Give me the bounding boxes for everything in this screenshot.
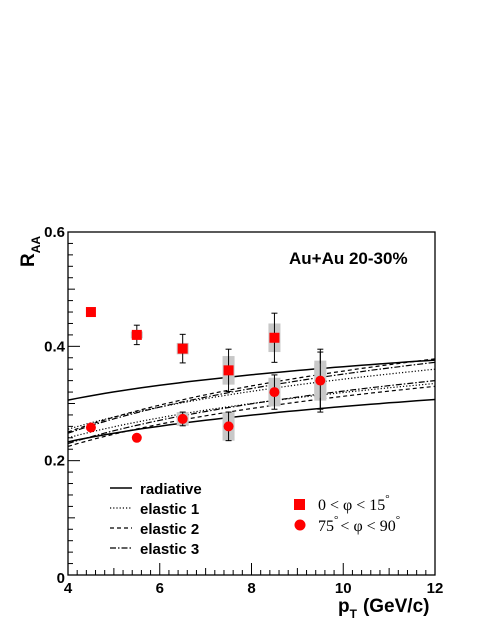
legend-text-part: < [367, 518, 376, 535]
legend-label-radiative: radiative [140, 481, 202, 498]
elastic-1-upper-curve [67, 368, 436, 430]
y-tick-label: 0.6 [44, 224, 65, 241]
circle-data-point [223, 421, 234, 432]
svg-text:RAA: RAA [18, 236, 43, 267]
legend-text-part: < [356, 497, 365, 514]
square-data-point [223, 365, 234, 376]
circle-data-point [269, 387, 280, 398]
elastic-2-lower-curve [67, 385, 436, 447]
x-axis-title: pT (GeV/c) [338, 596, 429, 621]
centrality-annotation: Au+Au 20-30% [289, 249, 408, 268]
legend-label-in-plane: 0 < φ <15° [318, 493, 390, 514]
circle-data-point [85, 422, 96, 433]
legend-text-part: φ [353, 518, 362, 535]
x-tick-label: 12 [427, 580, 444, 597]
legend-points: 0 < φ <15°75° < φ <90° [294, 493, 400, 535]
square-data-point [85, 307, 96, 318]
square-data-point [269, 332, 280, 343]
legend-square-marker [294, 499, 305, 510]
legend-text-part: 90 [380, 518, 396, 535]
x-tick-label: 6 [156, 580, 164, 597]
x-tick-label: 10 [335, 580, 352, 597]
tick-labels: 4 6 8 10 12 0 0.2 0.4 0.6 [44, 224, 443, 597]
legend-text-part: ° [396, 514, 400, 526]
y-axis-title: RAA [18, 236, 43, 267]
axis-ticks [67, 231, 436, 576]
x-tick-label: 4 [64, 580, 73, 597]
legend-text-part: < [340, 518, 349, 535]
square-data-point [177, 343, 188, 354]
square-data-point [131, 329, 142, 340]
radiative-upper-curve [67, 359, 436, 401]
model-curves [67, 358, 436, 447]
legend-text-part: 0 [318, 497, 326, 514]
circle-data-point [315, 375, 326, 386]
legend-text-part: φ [343, 497, 352, 514]
circle-data-point [177, 413, 188, 424]
legend-label-elastic-3: elastic 3 [140, 541, 199, 558]
legend-text-part: 15 [369, 497, 385, 514]
legend-label-elastic-1: elastic 1 [140, 501, 199, 518]
legend-text-part: ° [385, 493, 389, 505]
legend-text-part: < [330, 497, 339, 514]
elastic-2-upper-curve [67, 358, 436, 433]
x-tick-label: 8 [247, 580, 255, 597]
legend-curves: radiative elastic 1 elastic 2 elastic 3 [110, 481, 202, 558]
elastic-3-lower-curve [67, 380, 436, 445]
legend-text-part: ° [334, 514, 338, 526]
legend-circle-marker [294, 519, 306, 531]
radiative-lower-curve [67, 398, 436, 443]
circle-data-point [131, 432, 142, 443]
y-tick-label: 0.4 [44, 338, 66, 355]
legend-label-elastic-2: elastic 2 [140, 521, 199, 538]
y-tick-label: 0.2 [44, 453, 65, 470]
data-markers [85, 307, 327, 443]
elastic-3-upper-curve [67, 361, 436, 434]
legend-text-part: 75 [318, 518, 334, 535]
legend-label-out-of-plane: 75° < φ <90° [318, 514, 400, 535]
y-tick-label: 0 [57, 570, 65, 587]
